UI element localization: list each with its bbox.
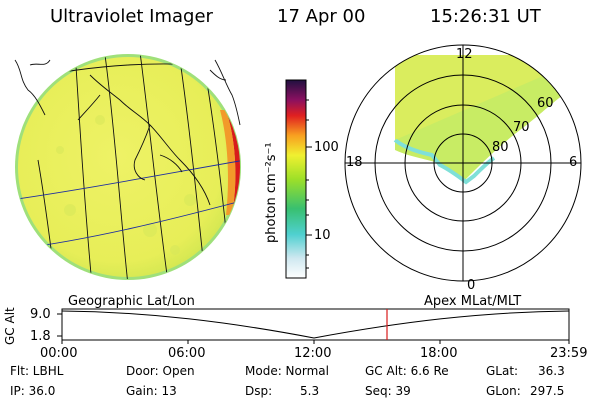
altitude-timeline [57,308,570,344]
ytick-1-8: 1.8 [30,329,51,344]
earth-globe-image [14,54,241,280]
mlt-label-18: 18 [346,155,363,170]
gain-info: Gain: 13 [126,384,177,398]
dsp-label: Dsp: [245,384,273,398]
mode-info: Mode: Normal [245,364,329,378]
time-label: 15:26:31 UT [430,6,541,27]
mlt-label-0: 0 [467,278,476,293]
xtick-1200: 12:00 [294,346,332,361]
mlt-label-12: 12 [456,47,473,62]
xtick-2359: 23:59 [550,346,588,361]
glon-value: 297.5 [530,384,565,398]
glat-label: GLat: [486,364,519,378]
door-info: Door: Open [126,364,195,378]
xtick-0000: 00:00 [40,346,78,361]
colorbar-tick-10: 10 [314,228,331,243]
colorbar-unit-label: photon cm⁻²s⁻¹ [264,142,279,243]
mlt-label-6: 6 [569,155,578,170]
polar-plot [344,44,582,282]
apex-title: Apex MLat/MLT [424,294,522,309]
seq-info: Seq: 39 [365,384,411,398]
filter-info: Flt: LBHL [10,364,64,378]
date-label: 17 Apr 00 [277,6,366,27]
mlat-label-60: 60 [537,96,554,111]
instrument-title: Ultraviolet Imager [50,6,213,27]
gc-alt-axis-label: GC Alt [3,307,17,345]
colorbar-tick-100: 100 [314,140,339,155]
mlat-label-80: 80 [492,140,509,155]
xtick-0600: 06:00 [168,346,206,361]
dsp-value: 5.3 [300,384,320,398]
mlat-label-70: 70 [513,120,530,135]
ytick-9: 9.0 [30,307,51,322]
ip-info: IP: 36.0 [10,384,56,398]
geographic-title: Geographic Lat/Lon [68,294,195,309]
glat-value: 36.3 [538,364,565,378]
glon-label: GLon: [486,384,521,398]
gc-alt-info: GC Alt: 6.6 Re [365,364,449,378]
colorbar [285,79,312,279]
xtick-1800: 18:00 [420,346,458,361]
